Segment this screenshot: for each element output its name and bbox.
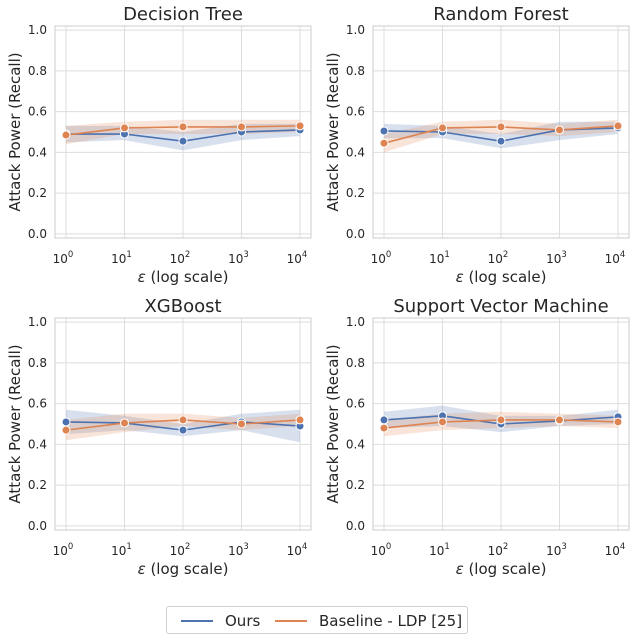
data-point xyxy=(379,126,389,136)
y-tick-label: 0.8 xyxy=(28,64,47,78)
y-tick-label: 0.4 xyxy=(28,437,47,451)
x-axis-label: ε (log scale) xyxy=(138,268,229,286)
subplot-3: 0.0 0.2 0.4 0.6 0.8 1.0 100 101 102 103 104 XGBoost… xyxy=(6,296,312,578)
y-tick-label: 0.2 xyxy=(28,478,47,492)
legend-line-ours xyxy=(181,620,213,622)
data-point xyxy=(496,122,506,132)
subplot-title: Decision Tree xyxy=(123,4,243,25)
y-tick-label: 0.6 xyxy=(346,105,365,119)
x-tick-label: 103 xyxy=(546,542,567,558)
y-tick-label: 0.2 xyxy=(28,186,47,200)
y-axis-label: Attack Power (Recall) xyxy=(6,52,24,211)
x-tick-label: 101 xyxy=(111,250,132,266)
plot-frame xyxy=(372,317,630,531)
x-axis-label: ε (log scale) xyxy=(138,560,229,578)
y-tick-label: 0.8 xyxy=(346,64,365,78)
data-point xyxy=(120,418,129,428)
data-point xyxy=(496,415,506,425)
x-tick-label: 103 xyxy=(228,250,249,266)
y-tick-label: 1.0 xyxy=(28,23,47,37)
y-tick-label: 0.6 xyxy=(28,105,47,119)
x-tick-label: 102 xyxy=(488,250,509,266)
data-point xyxy=(613,121,623,131)
y-axis-label: Attack Power (Recall) xyxy=(6,344,24,503)
x-tick-label: 102 xyxy=(488,542,509,558)
data-point xyxy=(120,123,129,133)
legend-line-baseline xyxy=(275,620,307,622)
y-tick-label: 1.0 xyxy=(346,315,365,329)
y-tick-label: 0.2 xyxy=(346,478,365,492)
y-tick-label: 0.6 xyxy=(28,397,47,411)
data-point xyxy=(438,123,447,133)
y-tick-label: 0.4 xyxy=(346,145,365,159)
data-point xyxy=(178,136,188,146)
y-tick-label: 0.4 xyxy=(346,437,365,451)
x-tick-label: 104 xyxy=(605,250,626,266)
plot-frame xyxy=(372,25,630,239)
data-point xyxy=(178,415,188,425)
y-tick-label: 0.0 xyxy=(28,519,47,533)
subplot-title: Support Vector Machine xyxy=(393,296,608,317)
x-tick-label: 104 xyxy=(287,542,308,558)
y-tick-label: 1.0 xyxy=(346,23,365,37)
legend: Ours Baseline - LDP [25] xyxy=(166,606,468,634)
data-point xyxy=(613,417,623,427)
data-point xyxy=(496,136,506,146)
data-point xyxy=(178,122,188,132)
data-point xyxy=(555,415,564,425)
data-point xyxy=(61,417,71,427)
data-point xyxy=(178,425,188,435)
x-tick-label: 101 xyxy=(111,542,132,558)
data-point xyxy=(438,417,447,427)
x-tick-label: 101 xyxy=(429,542,450,558)
legend-label-ours: Ours xyxy=(225,612,261,630)
subplot-title: Random Forest xyxy=(433,4,568,25)
plot-frame xyxy=(54,25,312,239)
subplot-1: 0.0 0.2 0.4 0.6 0.8 1.0 100 101 102 103 104 Decisio… xyxy=(6,4,312,286)
x-tick-label: 100 xyxy=(53,250,74,266)
legend-entry-ours: Ours xyxy=(181,611,260,631)
subplot-title: XGBoost xyxy=(144,296,221,317)
x-tick-label: 103 xyxy=(228,542,249,558)
x-tick-label: 100 xyxy=(371,542,392,558)
x-tick-label: 100 xyxy=(53,542,74,558)
data-point xyxy=(295,415,305,425)
plot-frame xyxy=(54,317,312,531)
data-point xyxy=(379,423,389,433)
x-tick-label: 101 xyxy=(429,250,450,266)
data-point xyxy=(237,122,246,132)
y-tick-label: 0.0 xyxy=(346,519,365,533)
y-axis-label: Attack Power (Recall) xyxy=(324,344,342,503)
y-tick-label: 0.4 xyxy=(28,145,47,159)
x-tick-label: 103 xyxy=(546,250,567,266)
y-tick-label: 1.0 xyxy=(28,315,47,329)
data-point xyxy=(61,130,71,140)
subplot-4: 0.0 0.2 0.4 0.6 0.8 1.0 100 101 102 103 104 Support… xyxy=(324,296,630,578)
y-tick-label: 0.0 xyxy=(28,227,47,241)
data-point xyxy=(237,419,246,429)
x-tick-label: 102 xyxy=(170,250,191,266)
data-point xyxy=(61,425,71,435)
y-tick-label: 0.2 xyxy=(346,186,365,200)
legend-label-baseline: Baseline - LDP [25] xyxy=(319,612,463,630)
y-axis-label: Attack Power (Recall) xyxy=(324,52,342,211)
subplot-2: 0.0 0.2 0.4 0.6 0.8 1.0 100 101 102 103 104 Random … xyxy=(324,4,630,286)
data-point xyxy=(555,125,564,135)
x-tick-label: 104 xyxy=(287,250,308,266)
legend-entry-baseline: Baseline - LDP [25] xyxy=(275,611,462,631)
y-tick-label: 0.8 xyxy=(346,356,365,370)
x-tick-label: 104 xyxy=(605,542,626,558)
x-axis-label: ε (log scale) xyxy=(456,268,547,286)
y-tick-label: 0.0 xyxy=(346,227,365,241)
x-tick-label: 100 xyxy=(371,250,392,266)
y-tick-label: 0.8 xyxy=(28,356,47,370)
y-tick-label: 0.6 xyxy=(346,397,365,411)
x-tick-label: 102 xyxy=(170,542,191,558)
x-axis-label: ε (log scale) xyxy=(456,560,547,578)
data-point xyxy=(295,121,305,131)
data-point xyxy=(379,415,389,425)
data-point xyxy=(379,138,389,148)
